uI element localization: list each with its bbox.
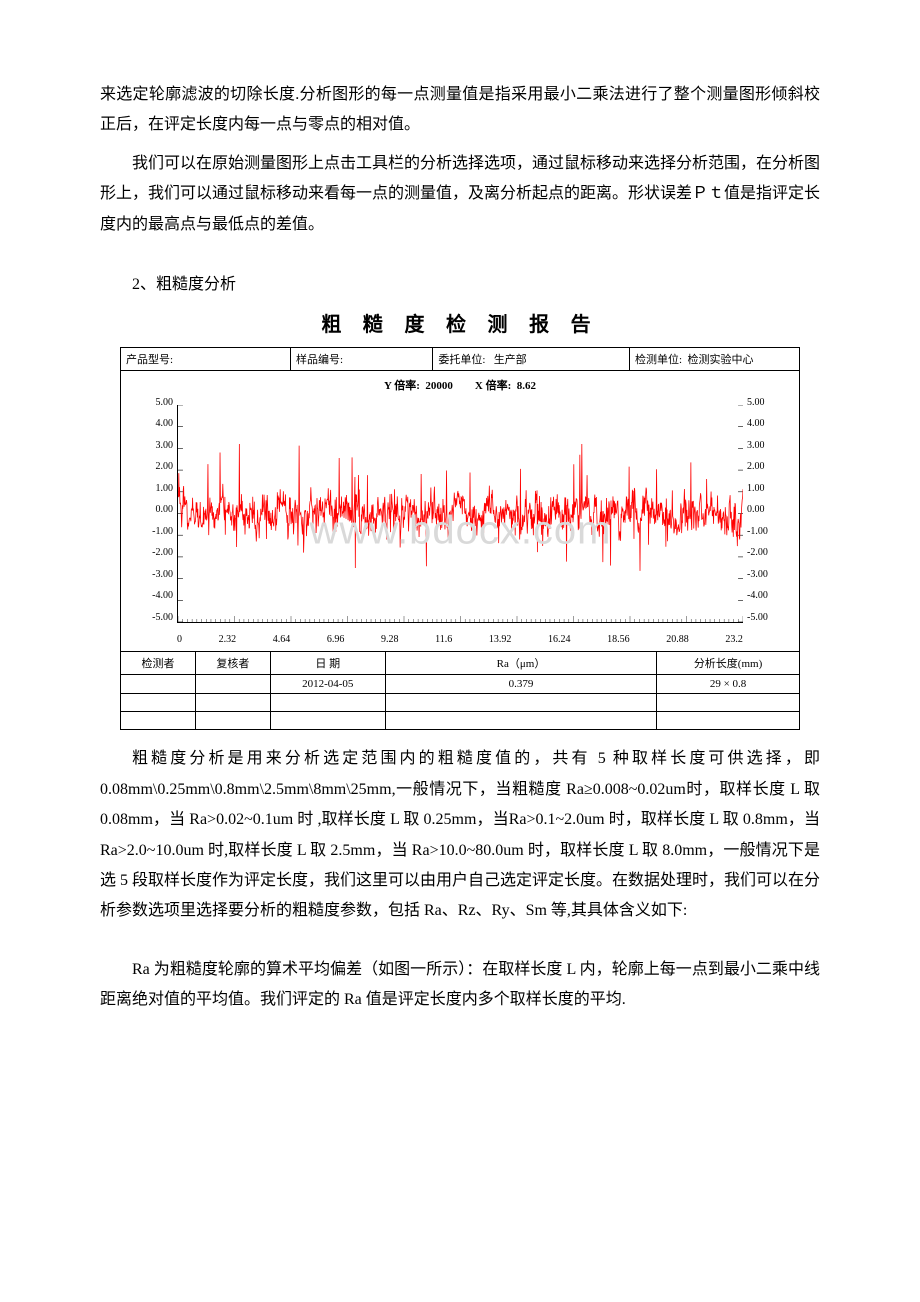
report-title: 粗 糙 度 检 测 报 告 [100, 308, 820, 337]
hdr-client-value: 生产部 [494, 354, 527, 366]
hdr-inspect-value: 检测实验中心 [688, 354, 754, 366]
paragraph-1: 来选定轮廓滤波的切除长度.分析图形的每一点测量值是指采用最小二乘法进行了整个测量… [100, 80, 820, 141]
hdr-product-label: 产品型号: [126, 354, 173, 366]
ftr-h2: 复核者 [196, 652, 271, 675]
report-header-table: 产品型号: 样品编号: 委托单位: 生产部 检测单位: 检测实验中心 [121, 348, 799, 371]
ftr-h5: 分析长度(mm) [657, 652, 799, 675]
ftr-h4: Ra（μm） [385, 652, 656, 675]
chart-plot: www.bdocx.com [177, 405, 743, 623]
paragraph-2: 我们可以在原始测量图形上点击工具栏的分析选择选项，通过鼠标移动来选择分析范围，在… [100, 149, 820, 240]
paragraph-3: 粗糙度分析是用来分析选定范围内的粗糙度值的，共有 5 种取样长度可供选择，即 0… [100, 744, 820, 926]
x-mag-label: X 倍率: [475, 380, 511, 392]
ftr-v1 [121, 674, 196, 693]
ftr-v4: 0.379 [385, 674, 656, 693]
report-container: 产品型号: 样品编号: 委托单位: 生产部 检测单位: 检测实验中心 Y 倍率:… [120, 347, 800, 731]
ftr-v3: 2012-04-05 [270, 674, 385, 693]
roughness-chart-svg [178, 405, 743, 622]
ftr-v5: 29 × 0.8 [657, 674, 799, 693]
report-footer-table: 检测者 复核者 日 期 Ra（μm） 分析长度(mm) 2012-04-05 0… [121, 652, 799, 730]
y-mag-label: Y 倍率: [384, 380, 420, 392]
paragraph-4: Ra 为粗糙度轮廓的算术平均偏差（如图一所示）：在取样长度 L 内，轮廓上每一点… [100, 955, 820, 1016]
y-axis-left: 5.004.003.002.001.000.00-1.00-2.00-3.00-… [139, 397, 173, 623]
ftr-v2 [196, 674, 271, 693]
chart-container: Y 倍率: 20000 X 倍率: 8.62 5.004.003.002.001… [121, 371, 799, 652]
y-mag-value: 20000 [425, 380, 453, 392]
hdr-client-label: 委托单位: [438, 354, 485, 366]
hdr-sample-label: 样品编号: [296, 354, 343, 366]
hdr-inspect-label: 检测单位: [635, 354, 682, 366]
section-heading-2: 2、粗糙度分析 [132, 270, 820, 294]
x-mag-value: 8.62 [517, 380, 536, 392]
x-axis: 02.324.646.969.2811.613.9216.2418.5620.8… [177, 634, 743, 645]
ftr-h3: 日 期 [270, 652, 385, 675]
y-axis-right: 5.004.003.002.001.000.00-1.00-2.00-3.00-… [747, 397, 781, 623]
ftr-h1: 检测者 [121, 652, 196, 675]
